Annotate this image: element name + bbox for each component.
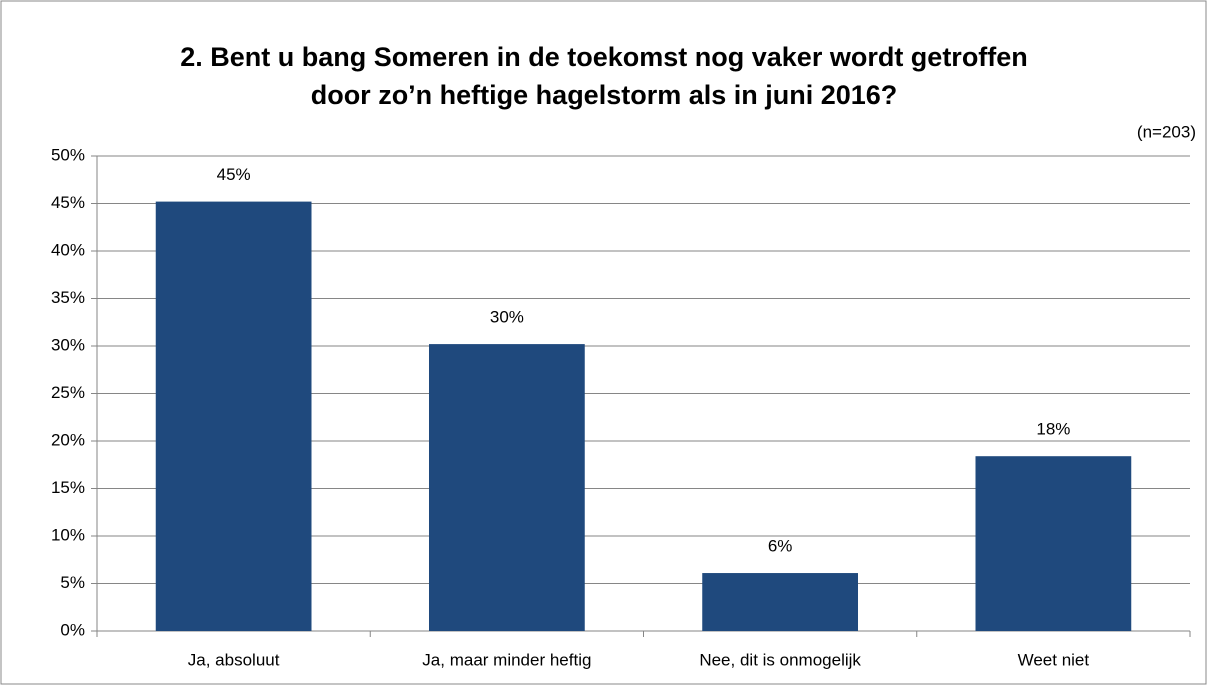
x-tick-label: Nee, dit is onmogelijk: [699, 650, 861, 669]
x-tick-label: Ja, maar minder heftig: [422, 650, 591, 669]
data-label: 45%: [217, 165, 251, 184]
data-label: 30%: [490, 308, 524, 327]
y-tick-label: 30%: [51, 335, 85, 354]
y-tick-label: 20%: [51, 430, 85, 449]
y-tick-label: 35%: [51, 288, 85, 307]
data-label: 18%: [1036, 420, 1070, 439]
y-tick-label: 0%: [60, 620, 85, 639]
chart-title: 2. Bent u bang Someren in de toekomst no…: [180, 42, 1028, 110]
data-label: 6%: [768, 537, 793, 556]
y-tick-label: 40%: [51, 240, 85, 259]
x-tick-label: Ja, absoluut: [188, 650, 280, 669]
y-tick-label: 5%: [60, 573, 85, 592]
bar: [975, 456, 1132, 631]
y-tick-label: 50%: [51, 145, 85, 164]
bar: [155, 201, 312, 631]
annotation: (n=203): [1137, 122, 1196, 141]
bar: [702, 573, 859, 631]
x-tick-label: Weet niet: [1018, 650, 1090, 669]
bar: [428, 344, 585, 631]
y-tick-label: 15%: [51, 478, 85, 497]
y-tick-label: 10%: [51, 525, 85, 544]
y-tick-label: 25%: [51, 383, 85, 402]
y-tick-label: 45%: [51, 193, 85, 212]
